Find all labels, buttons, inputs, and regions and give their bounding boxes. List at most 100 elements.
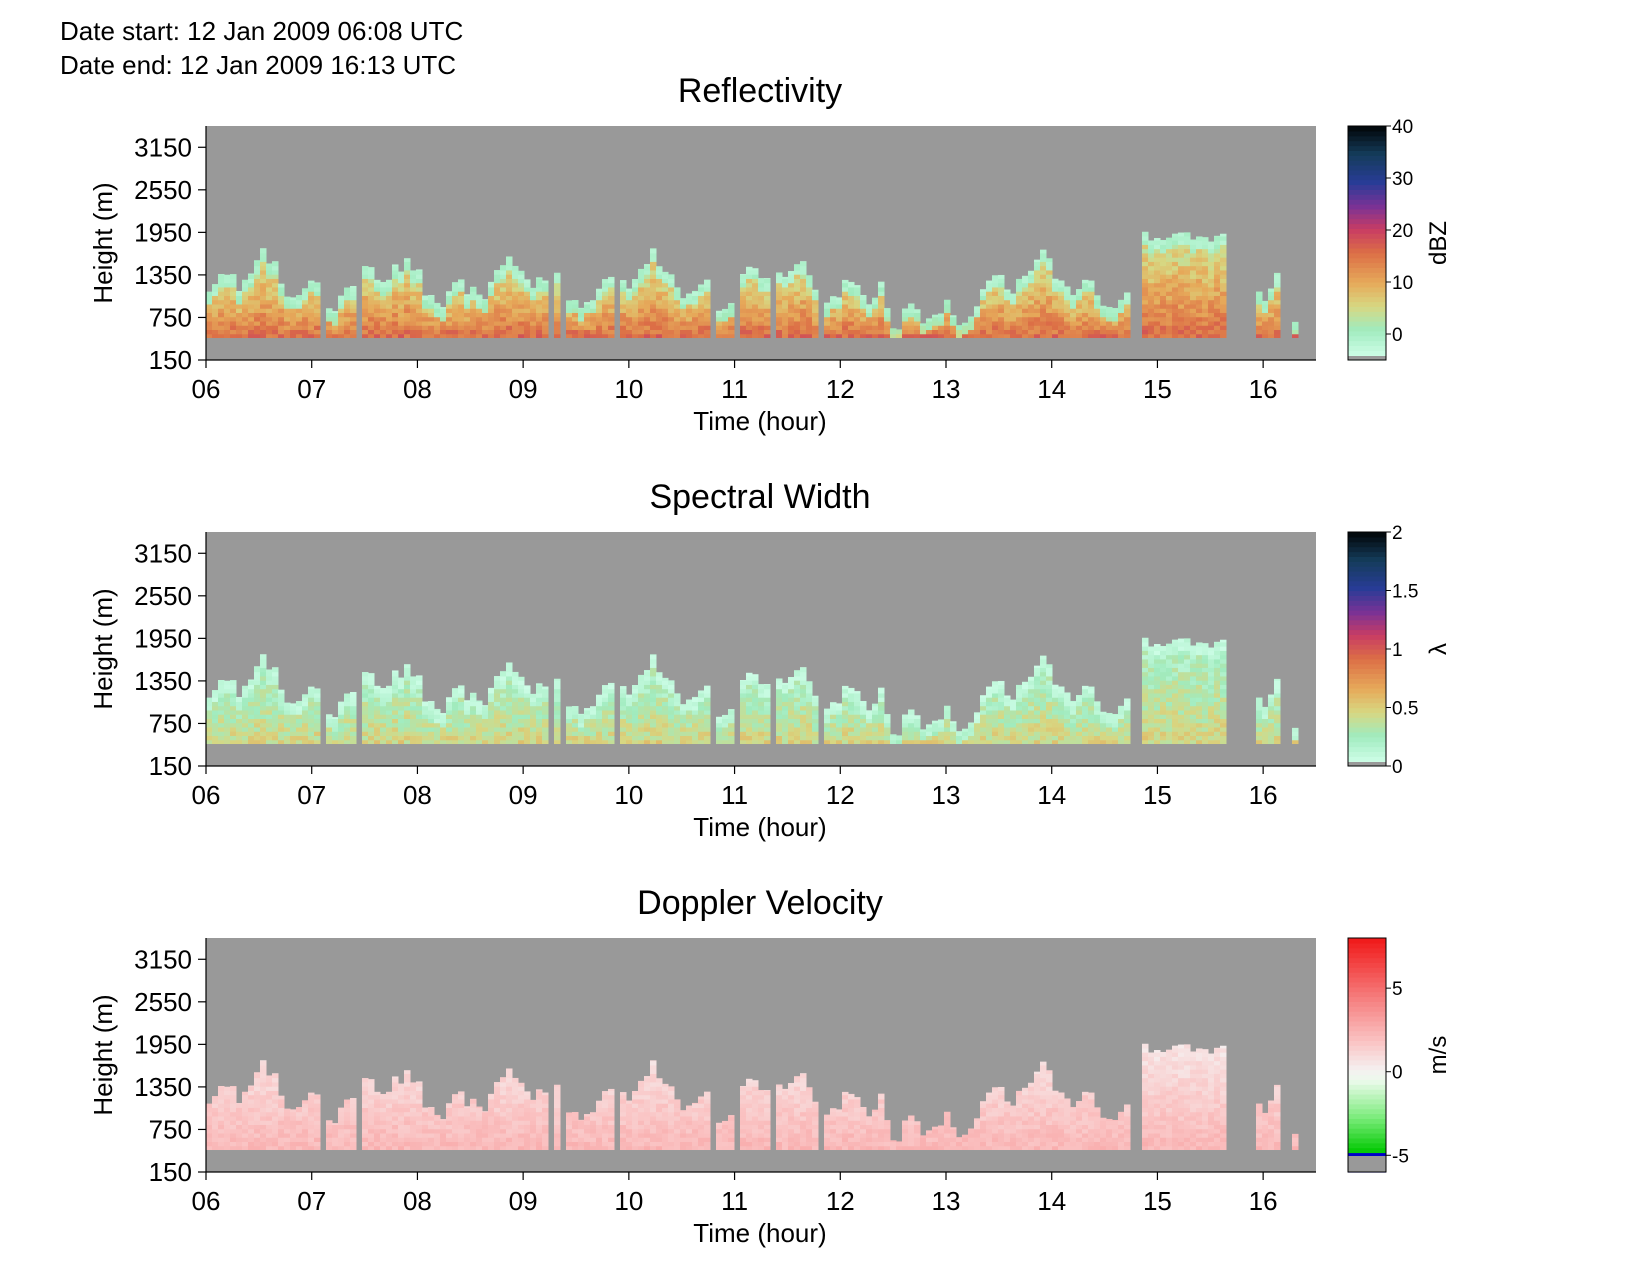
heatmap-cell bbox=[1034, 740, 1041, 745]
heatmap-cell bbox=[1106, 736, 1113, 741]
heatmap-cell bbox=[1046, 701, 1053, 706]
heatmap-cell bbox=[308, 1116, 315, 1121]
heatmap-cell bbox=[662, 291, 669, 296]
heatmap-cell bbox=[638, 317, 645, 322]
heatmap-cell bbox=[362, 680, 369, 685]
heatmap-cell bbox=[932, 321, 939, 326]
heatmap-cell bbox=[1208, 334, 1215, 339]
heatmap-cell bbox=[494, 714, 501, 719]
heatmap-cell bbox=[350, 287, 357, 292]
heatmap-cell bbox=[1172, 684, 1179, 689]
heatmap-cell bbox=[338, 736, 345, 741]
heatmap-cell bbox=[506, 697, 513, 702]
heatmap-cell bbox=[728, 727, 735, 732]
heatmap-cell bbox=[1178, 727, 1185, 732]
heatmap-cell bbox=[656, 697, 663, 702]
heatmap-cell bbox=[782, 291, 789, 296]
heatmap-cell bbox=[338, 731, 345, 736]
heatmap-cell bbox=[782, 278, 789, 283]
heatmap-cell bbox=[872, 312, 879, 317]
heatmap-cell bbox=[884, 714, 891, 719]
heatmap-cell bbox=[878, 330, 885, 335]
heatmap-cell bbox=[608, 312, 615, 317]
heatmap-cell bbox=[224, 304, 231, 309]
heatmap-cell bbox=[344, 736, 351, 741]
heatmap-cell bbox=[308, 1099, 315, 1104]
heatmap-cell bbox=[716, 311, 723, 313]
heatmap-cell bbox=[1256, 334, 1263, 339]
heatmap-cell bbox=[308, 687, 315, 690]
heatmap-cell bbox=[1052, 736, 1059, 741]
heatmap-cell bbox=[1094, 312, 1101, 317]
heatmap-cell bbox=[1004, 740, 1011, 745]
heatmap-cell bbox=[746, 267, 753, 271]
heatmap-cell bbox=[1040, 689, 1047, 694]
heatmap-cell bbox=[302, 1100, 309, 1103]
heatmap-cell bbox=[254, 300, 261, 305]
heatmap-cell bbox=[362, 701, 369, 706]
heatmap-cell bbox=[752, 325, 759, 330]
heatmap-cell bbox=[1064, 710, 1071, 715]
heatmap-cell bbox=[1070, 731, 1077, 736]
heatmap-cell bbox=[272, 334, 279, 339]
heatmap-cell bbox=[206, 334, 213, 339]
colorbar-swatch bbox=[1348, 336, 1386, 341]
heatmap-cell bbox=[518, 330, 525, 335]
heatmap-cell bbox=[374, 325, 381, 330]
colorbar-swatch bbox=[1348, 747, 1386, 752]
heatmap-cell bbox=[1154, 321, 1161, 326]
heatmap-cell bbox=[272, 706, 279, 711]
heatmap-cell bbox=[332, 1142, 339, 1147]
heatmap-cell bbox=[536, 291, 543, 296]
heatmap-cell bbox=[1262, 317, 1269, 322]
heatmap-cell bbox=[1148, 723, 1155, 728]
heatmap-cell bbox=[404, 736, 411, 741]
heatmap-cell bbox=[1028, 317, 1035, 322]
heatmap-cell bbox=[506, 663, 513, 668]
heatmap-cell bbox=[260, 304, 267, 309]
heatmap-cell bbox=[704, 697, 711, 702]
heatmap-cell bbox=[386, 321, 393, 326]
heatmap-cell bbox=[542, 701, 549, 706]
heatmap-cell bbox=[848, 727, 855, 732]
heatmap-cell bbox=[386, 291, 393, 296]
heatmap-cell bbox=[572, 321, 579, 326]
heatmap-cell bbox=[638, 684, 645, 689]
heatmap-cell bbox=[350, 1120, 357, 1125]
heatmap-cell bbox=[392, 308, 399, 313]
heatmap-cell bbox=[332, 325, 339, 330]
heatmap-cell bbox=[1178, 650, 1185, 655]
heatmap-cell bbox=[518, 300, 525, 305]
heatmap-cell bbox=[344, 295, 351, 300]
heatmap-cell bbox=[776, 697, 783, 702]
heatmap-cell bbox=[1274, 278, 1281, 283]
heatmap-cell bbox=[908, 334, 915, 339]
heatmap-cell bbox=[842, 686, 849, 689]
heatmap-cell bbox=[254, 295, 261, 300]
heatmap-cell bbox=[446, 706, 453, 711]
heatmap-cell bbox=[500, 304, 507, 309]
heatmap-cell bbox=[248, 731, 255, 736]
heatmap-cell bbox=[392, 278, 399, 283]
heatmap-cell bbox=[554, 304, 561, 309]
heatmap-cell bbox=[1208, 740, 1215, 745]
heatmap-cell bbox=[1154, 706, 1161, 711]
heatmap-cell bbox=[836, 312, 843, 317]
heatmap-cell bbox=[806, 304, 813, 309]
heatmap-cell bbox=[848, 308, 855, 313]
heatmap-cell bbox=[1202, 650, 1209, 655]
heatmap-cell bbox=[758, 321, 765, 326]
heatmap-cell bbox=[308, 304, 315, 309]
heatmap-cell bbox=[794, 689, 801, 694]
heatmap-cell bbox=[974, 712, 981, 714]
heatmap-cell bbox=[206, 1116, 213, 1121]
heatmap-cell bbox=[404, 689, 411, 694]
heatmap-cell bbox=[332, 1137, 339, 1142]
heatmap-cell bbox=[1166, 283, 1173, 288]
heatmap-cell bbox=[842, 317, 849, 322]
heatmap-cell bbox=[458, 312, 465, 317]
heatmap-cell bbox=[806, 291, 813, 296]
heatmap-cell bbox=[716, 330, 723, 335]
heatmap-cell bbox=[1268, 295, 1275, 300]
heatmap-cell bbox=[302, 1146, 309, 1151]
